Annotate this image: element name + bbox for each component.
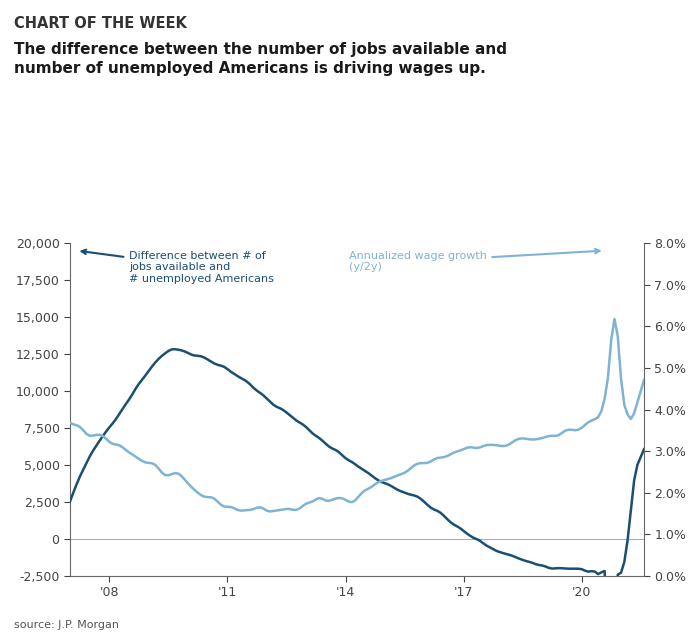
Text: The difference between the number of jobs available and
number of unemployed Ame: The difference between the number of job… (14, 42, 507, 76)
Text: Difference between # of
jobs available and
# unemployed Americans: Difference between # of jobs available a… (82, 250, 274, 284)
Text: CHART OF THE WEEK: CHART OF THE WEEK (14, 16, 187, 31)
Text: Annualized wage growth
(y/2y): Annualized wage growth (y/2y) (349, 249, 599, 272)
Text: source: J.P. Morgan: source: J.P. Morgan (14, 620, 119, 630)
